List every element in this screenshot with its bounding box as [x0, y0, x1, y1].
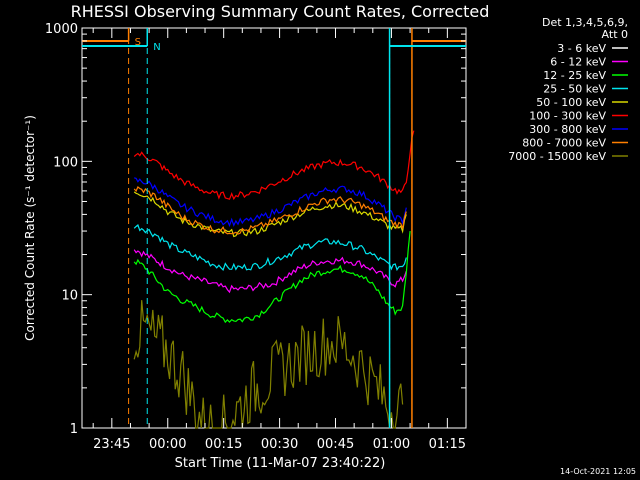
legend-header-line-1: Det 1,3,4,5,6,9, [542, 16, 628, 29]
y-tick-label: 100 [53, 155, 78, 170]
y-axis-label: Corrected Count Rate (s⁻¹ detector⁻¹) [23, 115, 37, 341]
legend-item-label: 7000 - 15000 keV [508, 150, 606, 163]
x-tick-label: 00:00 [149, 437, 186, 452]
legend-item-label: 800 - 7000 keV [522, 137, 606, 150]
legend-item-label: 6 - 12 keV [550, 56, 606, 69]
legend-item-label: 100 - 300 keV [529, 110, 606, 123]
x-tick-label: 01:15 [429, 437, 466, 452]
x-tick-label: 01:00 [373, 437, 410, 452]
series-layer [133, 130, 415, 429]
series-line-3 [133, 231, 411, 324]
series-line-2 [133, 249, 407, 294]
plot-frame [81, 27, 467, 429]
footer-date: 14-Oct-2021 12:05 [560, 467, 636, 476]
x-tick-label: 23:45 [93, 437, 130, 452]
series-line-7 [134, 177, 407, 228]
series-line-6 [133, 130, 415, 201]
marker-label-S: S [135, 37, 141, 48]
y-tick-label: 1 [70, 422, 78, 437]
plot-area [81, 27, 467, 429]
y-tick-label: 10 [61, 289, 78, 304]
y-tick-label: 1000 [45, 22, 78, 37]
series-line-8 [133, 186, 407, 235]
axes: 1 10 100 1000 23:45 00:00 00:15 00:30 00:45 01:00… [45, 22, 467, 452]
series-line-5 [133, 191, 407, 238]
marker-label-N: N [153, 42, 160, 53]
x-tick-label: 00:15 [205, 437, 242, 452]
series-line-9 [133, 300, 404, 429]
legend-item-label: 50 - 100 keV [536, 96, 606, 109]
legend-item-label: 300 - 800 keV [529, 123, 606, 136]
chart-title: RHESSI Observing Summary Count Rates, Co… [71, 2, 490, 21]
legend-header-line-2: Att 0 [602, 28, 628, 41]
legend-item-label: 12 - 25 keV [543, 69, 606, 82]
series-line-4 [133, 223, 407, 272]
series-line-1 [134, 270, 411, 369]
legend-item-label: 25 - 50 keV [543, 83, 606, 96]
x-tick-label: 00:30 [261, 437, 298, 452]
x-tick-label: 00:45 [317, 437, 354, 452]
legend-item-label: 3 - 6 keV [557, 42, 606, 55]
x-axis-label: Start Time (11-Mar-07 23:40:22) [175, 456, 386, 471]
